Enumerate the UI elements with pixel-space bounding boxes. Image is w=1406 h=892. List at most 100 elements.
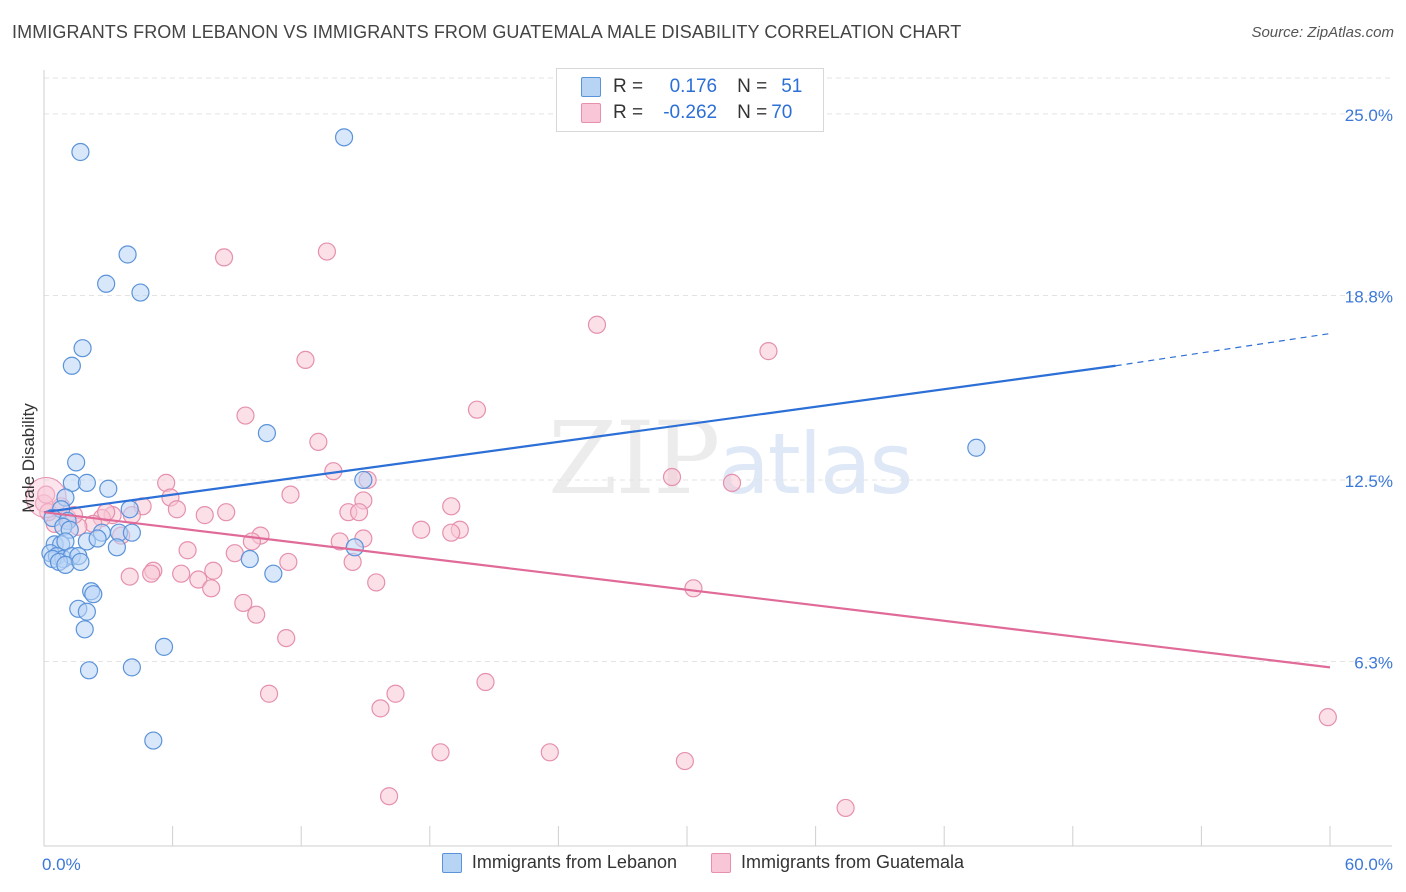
trend-lines xyxy=(43,332,1331,669)
n-value: 70 xyxy=(771,102,793,123)
guatemala-point xyxy=(279,552,298,572)
lebanon-point xyxy=(264,564,283,583)
guatemala-point xyxy=(467,400,487,419)
lebanon-point xyxy=(79,661,99,680)
lebanon-point xyxy=(118,245,137,264)
stats-row-guatemala: R = -0.262 N = 70 xyxy=(581,100,792,126)
guatemala-point xyxy=(431,743,450,762)
guatemala-point xyxy=(217,503,236,522)
guatemala-point xyxy=(214,248,234,267)
lebanon-point xyxy=(99,479,118,498)
guatemala-point xyxy=(204,561,223,580)
guatemala-point xyxy=(675,751,694,771)
guatemala-points xyxy=(25,242,1337,818)
guatemala-point xyxy=(371,699,390,718)
guatemala-point xyxy=(442,523,461,542)
lebanon-point xyxy=(144,731,163,750)
guatemala-swatch xyxy=(581,103,601,123)
lebanon-point xyxy=(97,274,116,293)
lebanon-point xyxy=(257,424,277,443)
legend-item-guatemala[interactable]: Immigrants from Guatemala xyxy=(711,852,964,873)
stats-legend: R = 0.176 N = 51 R = -0.262 N = 70 xyxy=(556,68,824,132)
guatemala-point xyxy=(379,787,399,806)
series-legend: Immigrants from Lebanon Immigrants from … xyxy=(0,852,1406,873)
guatemala-point xyxy=(247,605,266,624)
guatemala-legend-label: Immigrants from Guatemala xyxy=(741,852,965,872)
guatemala-point xyxy=(277,628,296,648)
lebanon-point xyxy=(88,529,107,548)
lebanon-point xyxy=(71,142,90,162)
guatemala-legend-swatch xyxy=(711,852,731,873)
source-label: Source: ZipAtlas.com xyxy=(1251,24,1394,41)
guatemala-point xyxy=(442,497,461,516)
guatemala-point xyxy=(281,485,300,504)
guatemala-trend-line xyxy=(43,511,1331,669)
n-label: N = xyxy=(737,102,768,123)
guatemala-point xyxy=(1318,708,1337,727)
lebanon-point xyxy=(334,128,354,147)
lebanon-point xyxy=(154,637,174,656)
y-tick-label: 18.8% xyxy=(1345,287,1393,306)
lebanon-point xyxy=(131,283,150,302)
guatemala-point xyxy=(349,503,369,522)
guatemala-point xyxy=(172,564,191,583)
n-value: 51 xyxy=(781,76,803,97)
guatemala-point xyxy=(167,500,186,519)
lebanon-point xyxy=(77,602,96,621)
lebanon-point xyxy=(75,620,94,639)
y-axis-title: Male Disability xyxy=(19,403,38,513)
lebanon-point xyxy=(73,339,92,358)
r-label: R = xyxy=(613,102,644,123)
lebanon-point xyxy=(967,438,986,457)
lebanon-legend-swatch xyxy=(441,852,462,873)
chart-title: IMMIGRANTS FROM LEBANON VS IMMIGRANTS FR… xyxy=(12,22,962,42)
lebanon-point xyxy=(71,552,90,572)
r-value: -0.262 xyxy=(663,102,718,123)
guatemala-point xyxy=(367,573,386,592)
lebanon-point xyxy=(62,356,81,375)
guatemala-point xyxy=(386,684,405,703)
x-tick-label: 60.0% xyxy=(1345,855,1393,874)
guatemala-point xyxy=(476,672,495,692)
n-label: N = xyxy=(737,76,768,97)
guatemala-point xyxy=(296,350,315,370)
guatemala-point xyxy=(202,579,221,598)
guatemala-point xyxy=(195,506,214,525)
guatemala-point xyxy=(142,564,161,583)
lebanon-swatch xyxy=(581,77,601,97)
guatemala-point xyxy=(684,579,703,598)
r-label: R = xyxy=(613,76,644,97)
lebanon-point xyxy=(67,453,86,472)
guatemala-point xyxy=(309,432,328,451)
lebanon-legend-label: Immigrants from Lebanon xyxy=(471,852,677,872)
axes xyxy=(43,70,1392,847)
stats-row-lebanon: R = 0.176 N = 51 xyxy=(581,74,802,100)
y-tick-label: 25.0% xyxy=(1345,106,1393,125)
axis-labels: 6.3% 12.5% 18.8% 25.0% 0.0% 60.0% Male Disabil… xyxy=(19,106,1393,874)
lebanon-point xyxy=(120,500,139,519)
lebanon-point xyxy=(354,470,373,490)
legend-item-lebanon[interactable]: Immigrants from Lebanon xyxy=(441,852,677,873)
guatemala-point xyxy=(836,798,855,818)
guatemala-point xyxy=(259,684,279,703)
r-value: 0.176 xyxy=(669,76,718,97)
y-tick-label: 6.3% xyxy=(1354,654,1393,673)
lebanon-point xyxy=(56,555,75,574)
lebanon-points xyxy=(41,128,986,750)
guatemala-point xyxy=(722,473,742,492)
grid-lines xyxy=(44,77,1392,663)
guatemala-point xyxy=(120,567,139,586)
lebanon-point xyxy=(84,585,103,604)
watermark-atlas: atlas xyxy=(718,415,913,513)
lebanon-trend-extension xyxy=(1115,332,1331,367)
guatemala-point xyxy=(236,406,255,425)
lebanon-trend-line xyxy=(43,364,1116,514)
watermark: ZIPatlas xyxy=(548,400,913,517)
watermark-zip: ZIP xyxy=(548,400,720,517)
lebanon-point xyxy=(77,473,96,492)
guatemala-point xyxy=(662,467,682,487)
guatemala-point xyxy=(189,570,208,589)
guatemala-point xyxy=(540,743,559,762)
lebanon-point xyxy=(122,523,141,542)
